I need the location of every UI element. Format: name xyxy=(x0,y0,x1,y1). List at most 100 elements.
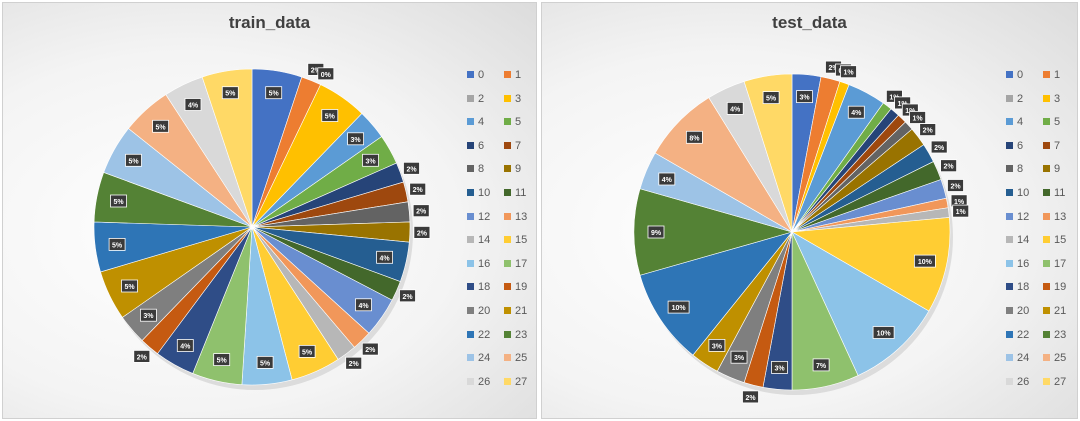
legend-label: 6 xyxy=(478,139,485,152)
data-label-2: 0% xyxy=(317,67,335,81)
legend-swatch xyxy=(1006,283,1013,291)
data-label-0: 3% xyxy=(796,90,813,103)
legend-item-5: 5 xyxy=(504,116,521,128)
legend-label: 18 xyxy=(478,281,491,294)
legend-item-8: 8 xyxy=(1006,163,1023,175)
legend-swatch xyxy=(467,165,474,173)
legend-item-2: 2 xyxy=(467,93,484,105)
legend-item-8: 8 xyxy=(467,163,484,175)
legend-swatch xyxy=(467,354,474,362)
data-label-23: 5% xyxy=(110,194,127,208)
legend-item-16: 16 xyxy=(467,258,490,270)
legend-label: 11 xyxy=(1054,187,1066,199)
data-label-24: 5% xyxy=(125,153,142,167)
legend-swatch xyxy=(1043,71,1050,78)
legend-item-4: 4 xyxy=(467,116,484,128)
legend-label: 26 xyxy=(1017,375,1030,388)
legend-label: 11 xyxy=(515,187,527,199)
legend-swatch xyxy=(1006,377,1013,385)
data-label-26: 4% xyxy=(726,102,744,115)
legend-label: 18 xyxy=(1017,281,1030,294)
legend-swatch xyxy=(467,71,474,78)
legend-label: 19 xyxy=(1054,281,1067,294)
legend-swatch xyxy=(504,71,511,78)
data-label-16: 10% xyxy=(872,326,895,339)
data-label-25: 8% xyxy=(685,130,703,144)
data-label-27: 5% xyxy=(762,91,780,104)
data-label-26: 4% xyxy=(184,98,202,111)
legend-item-6: 6 xyxy=(1006,140,1023,152)
legend-item-13: 13 xyxy=(1043,211,1066,223)
pie-slice-27 xyxy=(743,73,793,233)
svg-text:4%: 4% xyxy=(188,103,199,110)
legend-swatch xyxy=(504,118,511,126)
legend-item-18: 18 xyxy=(467,281,490,293)
legend-label: 26 xyxy=(478,375,491,388)
legend-item-7: 7 xyxy=(1043,140,1060,152)
legend-swatch xyxy=(1006,307,1013,314)
svg-text:2%: 2% xyxy=(311,67,322,74)
legend-swatch xyxy=(467,118,474,126)
legend-item-16: 16 xyxy=(1006,258,1029,270)
data-label-21: 3% xyxy=(708,338,726,352)
legend-label: 22 xyxy=(1017,328,1030,341)
legend-label: 2 xyxy=(478,92,485,105)
legend-label: 10 xyxy=(1017,187,1030,199)
legend-label: 3 xyxy=(515,92,522,105)
data-label-19: 2% xyxy=(742,390,759,404)
legend-swatch xyxy=(1006,212,1013,220)
legend-label: 13 xyxy=(515,210,528,223)
svg-text:2%: 2% xyxy=(745,395,756,402)
legend-item-10: 10 xyxy=(467,187,490,199)
legend-swatch xyxy=(467,330,474,338)
legend-label: 9 xyxy=(1054,163,1061,176)
legend-item-15: 15 xyxy=(1043,234,1066,246)
data-label-5: 3% xyxy=(362,153,379,167)
legend-swatch xyxy=(1043,141,1050,149)
svg-text:2%: 2% xyxy=(137,354,148,361)
svg-text:3%: 3% xyxy=(734,355,745,362)
legend-label: 1 xyxy=(515,69,522,81)
legend-item-6: 6 xyxy=(467,140,484,152)
svg-text:10%: 10% xyxy=(918,259,933,266)
legend-swatch xyxy=(1006,165,1013,173)
legend-item-12: 12 xyxy=(467,211,490,223)
legend-item-1: 1 xyxy=(1043,69,1060,81)
data-label-6: 2% xyxy=(403,161,420,175)
legend-item-0: 0 xyxy=(1006,69,1023,81)
legend-item-20: 20 xyxy=(467,305,490,317)
legend-swatch xyxy=(504,283,511,291)
legend-label: 22 xyxy=(478,328,491,341)
legend-swatch xyxy=(1006,259,1013,267)
svg-text:4%: 4% xyxy=(358,303,369,310)
legend-item-24: 24 xyxy=(1006,352,1029,364)
legend-item-14: 14 xyxy=(467,234,490,246)
data-label-15: 10% xyxy=(913,254,936,268)
svg-text:1%: 1% xyxy=(956,209,967,216)
legend-swatch xyxy=(1006,330,1013,338)
legend-item-5: 5 xyxy=(1043,116,1060,128)
data-label-10: 2% xyxy=(930,140,948,154)
svg-text:8%: 8% xyxy=(689,135,700,142)
legend-label: 5 xyxy=(515,116,522,129)
legend-item-23: 23 xyxy=(504,329,527,341)
legend-swatch xyxy=(504,189,511,196)
legend-item-1: 1 xyxy=(504,69,521,81)
train-chart-panel: train_data 5% 2% 0% 5% 3% 3% 2% 2% 2% 2% 4% 2% 4% 2% 2… xyxy=(2,2,537,419)
data-label-12: 4% xyxy=(355,298,372,312)
data-label-21: 5% xyxy=(121,279,138,293)
svg-text:2%: 2% xyxy=(406,166,417,173)
legend-item-27: 27 xyxy=(1043,376,1066,388)
data-label-3: 1% xyxy=(840,65,857,79)
legend-label: 15 xyxy=(515,234,528,247)
legend-item-3: 3 xyxy=(504,93,521,105)
legend-swatch xyxy=(1043,259,1050,267)
svg-text:5%: 5% xyxy=(128,158,139,165)
legend-label: 4 xyxy=(1017,116,1024,129)
data-label-11: 2% xyxy=(399,289,416,303)
legend-item-13: 13 xyxy=(504,211,527,223)
svg-text:5%: 5% xyxy=(156,124,167,131)
legend-label: 5 xyxy=(1054,116,1061,129)
legend-label: 6 xyxy=(1017,139,1024,152)
legend-item-15: 15 xyxy=(504,234,527,246)
